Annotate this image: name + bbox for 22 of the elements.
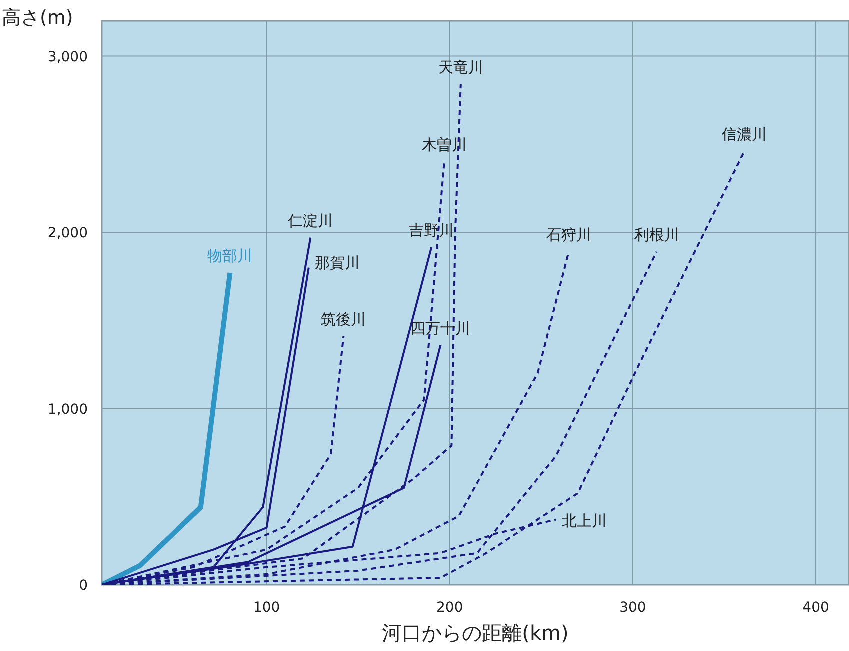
series-label: 北上川: [562, 512, 608, 530]
x-axis-title: 河口からの距離(km): [382, 621, 569, 645]
series-label: 信濃川: [722, 125, 768, 144]
series-label: 木曽川: [422, 136, 467, 154]
x-tick-label: 200: [436, 600, 464, 616]
series-label: 利根川: [634, 226, 680, 244]
x-tick-label: 100: [253, 600, 280, 616]
series-label: 天竜川: [438, 58, 484, 76]
x-tick-label: 300: [620, 600, 646, 616]
y-axis-title: 高さ(m): [2, 7, 74, 29]
series-label: 仁淀川: [287, 212, 334, 230]
series-label: 筑後川: [321, 310, 366, 328]
series-label: 物部川: [208, 247, 253, 266]
y-tick-label: 0: [79, 578, 88, 594]
series-label: 吉野川: [409, 221, 454, 240]
series-label: 那賀川: [314, 254, 360, 272]
x-tick-label: 400: [802, 600, 830, 616]
y-tick-label: 1,000: [48, 402, 88, 418]
y-tick-label: 2,000: [48, 226, 88, 242]
y-tick-label: 3,000: [48, 49, 88, 66]
series-label: 四万十川: [410, 319, 471, 338]
series-label: 石狩川: [546, 226, 592, 244]
